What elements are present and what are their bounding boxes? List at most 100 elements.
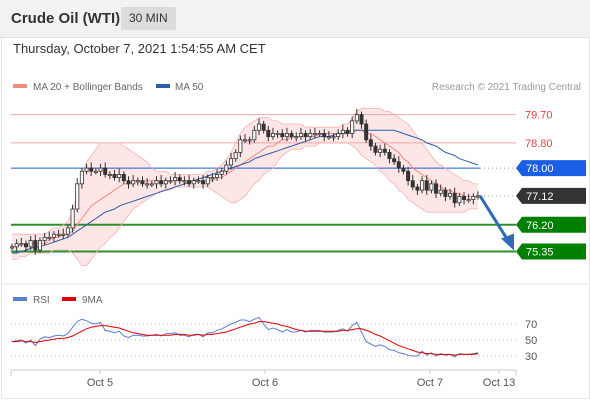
instrument-title: Crude Oil (WTI) [11,10,121,27]
candle-body [401,167,406,172]
candle-body [452,192,457,204]
candle-body [89,167,94,172]
rsi-line [11,317,479,358]
candle-body [429,183,434,191]
candle-body [298,133,303,138]
candle-body [256,123,261,131]
bollinger-band [12,108,478,266]
rsi-ma-legend-label: 9MA [82,295,103,306]
candle-body [117,174,122,178]
candle-body [261,123,266,131]
pivot-label-tag [516,160,586,177]
candle-body [387,151,392,160]
candle-body [270,133,275,138]
candle-body [252,129,257,141]
x-tick-oct6: Oct 6 [252,377,278,389]
candle-body [378,148,383,153]
candle-body [121,174,126,182]
copyright-text: Research © 2021 Trading Central [432,82,581,93]
candle-body [107,174,112,177]
candle-body [19,243,24,246]
candle-body [56,233,61,236]
candle-body [466,199,471,202]
candle-body [173,177,178,182]
ma50-line [12,129,479,254]
rsi-legend-swatch [13,297,27,301]
timeframe-badge[interactable]: 30 MIN [121,7,176,30]
timestamp: Thursday, October 7, 2021 1:54:55 AM CET [13,41,266,56]
ma20-legend-label: MA 20 + Bollinger Bands [33,82,143,93]
candle-body [168,180,173,183]
bollinger-lower-line [12,142,478,267]
last-label-tag [516,187,586,204]
candle-body [238,139,243,153]
candle-body [312,133,317,136]
candle-body [242,139,247,142]
candle-body [23,243,28,248]
candle-body [9,246,14,249]
forecast-arrow-line [478,195,510,242]
candle-body [340,129,345,134]
candle-body [93,170,98,173]
support-level-label: 76.20 [526,220,554,232]
rsi-legend-label: RSI [33,295,50,306]
candle-body [103,167,108,175]
resistance-level-label: 79.70 [525,110,553,122]
candle-body [345,129,350,134]
x-tick-oct7: Oct 7 [417,377,443,389]
candle-body [368,139,373,147]
candle-body [294,136,299,139]
rsi-tick-label: 70 [525,319,537,331]
candle-body [373,145,378,153]
candle-body [410,180,415,188]
bollinger-upper-line [12,107,478,235]
resistance-level-label: 78.80 [525,138,553,150]
candle-body [84,167,89,172]
candle-body [364,123,369,141]
rsi-ma-line [12,321,479,356]
candle-body [350,120,355,134]
support-level-label: 75.35 [526,247,554,259]
rsi-panel: 70 50 30 [11,317,537,363]
candle-body [317,133,322,136]
candle-body [37,240,42,251]
candle-body [205,177,210,185]
candle-body [415,186,420,191]
rsi-tick-label: 50 [525,335,537,347]
candle-body [140,180,145,185]
x-tick-oct13: Oct 13 [483,377,515,389]
candle-body [406,170,411,182]
candle-body [70,208,75,229]
candle-body [280,133,285,138]
candle-body [443,189,448,197]
ma50-legend-label: MA 50 [175,82,204,93]
candle-body [33,240,38,251]
price-panel: 79.70 78.80 78.00 77.12 76.20 75.35 [9,107,586,267]
candle-body [462,196,467,200]
candle-body [47,236,52,239]
candle-body [229,158,234,166]
candle-body [354,114,359,122]
candle-body [284,133,289,138]
candle-body [135,180,140,183]
candle-body [392,158,397,163]
candle-body [336,133,341,138]
candle-body [28,240,33,248]
candle-body [65,227,70,235]
candle-body [434,183,439,194]
candle-body [322,133,327,138]
candle-body [42,236,47,241]
candle-body [75,183,80,210]
candle-body [163,180,168,185]
candle-body [98,167,103,172]
candle-body [210,177,215,180]
candle-body [191,180,196,185]
candle-body [266,129,271,138]
candle-body [396,161,401,169]
candle-body [331,136,336,139]
support-label-tag [516,216,586,233]
candle-body [359,114,364,125]
x-tick-oct5: Oct 5 [87,377,113,389]
candle-body [224,164,229,172]
candle-body [219,170,224,175]
